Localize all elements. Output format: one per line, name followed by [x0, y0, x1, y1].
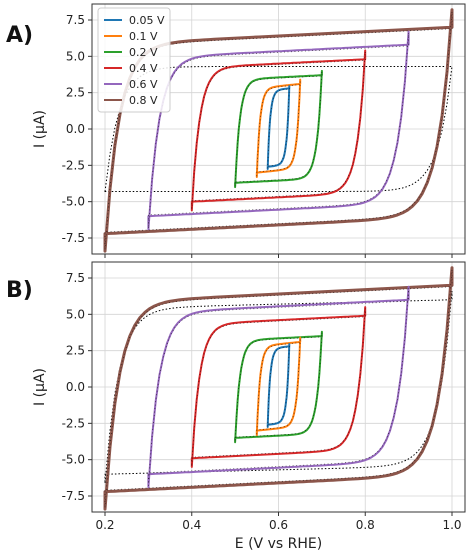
series-line-0-4-V: [190, 49, 367, 212]
x-axis-title: E (V vs RHE): [235, 536, 322, 551]
y-tick-label: -2.5: [62, 416, 85, 430]
series-line-0-6-V: [147, 30, 410, 231]
legend-label: 0.1 V: [129, 30, 158, 43]
series-simulated-overlay: [191, 308, 366, 466]
x-tick-label: 1.0: [442, 518, 461, 532]
x-tick-label: 0.8: [356, 518, 375, 532]
series-line-0-05-V: [266, 85, 291, 170]
series-line-0-4-V: [190, 306, 367, 468]
series-simulated-overlay: [234, 71, 323, 187]
legend-label: 0.8 V: [129, 94, 158, 107]
y-tick-label: -5.0: [62, 195, 85, 209]
y-axis-title: I (μA): [32, 110, 48, 148]
series-line-0-1-V: [255, 336, 302, 436]
y-tick-label: -2.5: [62, 158, 85, 172]
y-tick-label: 2.5: [66, 344, 85, 358]
y-tick-label: 0.0: [66, 380, 85, 394]
legend-label: 0.4 V: [129, 62, 158, 75]
x-tick-label: 0.2: [95, 518, 114, 532]
y-tick-label: -7.5: [62, 489, 85, 503]
series-line-0-05-V: [266, 343, 291, 428]
x-tick-label: 0.6: [269, 518, 288, 532]
series-simulated-overlay: [256, 80, 301, 177]
legend-box: [97, 7, 171, 113]
panel-label: A): [6, 23, 33, 48]
panel-label: B): [6, 278, 33, 303]
y-tick-label: 7.5: [66, 13, 85, 27]
series-line-0-1-V: [255, 78, 302, 178]
y-axis-title: I (μA): [32, 368, 48, 406]
series-line-0-8-V: [103, 8, 454, 253]
series-line-0-2-V: [234, 69, 323, 189]
legend-label: 0.2 V: [129, 46, 158, 59]
series-simulated-overlay: [148, 288, 409, 486]
y-tick-label: 2.5: [66, 86, 85, 100]
chart-panel-2: 7.5 5.0 2.5 0.0 -2.5 -5.0 -7.5 0.2 0.4 0.6 0.8 1.0 I…: [6, 261, 466, 551]
x-tick-label: 0.4: [182, 518, 201, 532]
y-tick-label: -7.5: [62, 231, 85, 245]
y-tick-label: 7.5: [66, 271, 85, 285]
series-simulated-overlay: [191, 51, 366, 210]
y-tick-label: 5.0: [66, 49, 85, 63]
legend-label: 0.6 V: [129, 78, 158, 91]
simulated-curve: [104, 66, 453, 192]
y-tick-label: 5.0: [66, 307, 85, 321]
chart-panel-1: 7.55.02.50.0-2.5-5.0-7.5I (μA)A)0.05 V0.…: [6, 3, 466, 258]
legend-label: 0.05 V: [129, 14, 165, 27]
series-line-0-2-V: [234, 330, 323, 444]
y-tick-label: 0.0: [66, 122, 85, 136]
series-simulated-overlay: [256, 338, 301, 435]
series-line-0-8-V: [103, 266, 454, 511]
y-tick-label: -5.0: [62, 453, 85, 467]
series-line-0-6-V: [147, 285, 410, 489]
legend: 0.05 V 0.1 V 0.2 V 0.4 V 0.6 V 0.8 V: [97, 7, 171, 113]
